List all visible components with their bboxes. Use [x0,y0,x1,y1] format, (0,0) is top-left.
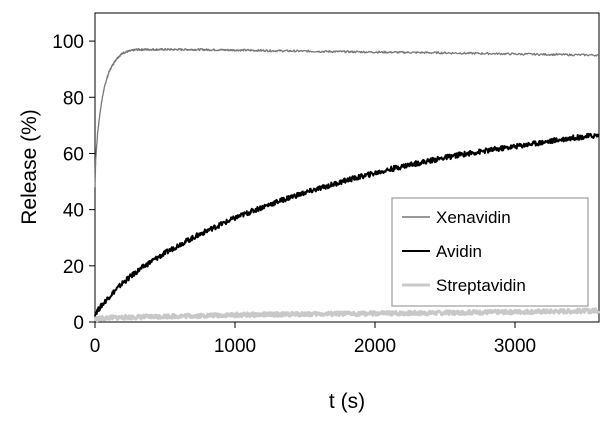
series-layer [93,47,600,323]
x-tick-label: 1000 [214,336,256,357]
y-tick-label: 100 [52,32,84,53]
x-axis: 0 1000 2000 3000 [90,322,536,357]
legend-label-avidin: Avidin [436,242,482,261]
legend-label-xenavidin: Xenavidin [436,208,511,227]
series-line-avidin [94,132,600,317]
y-tick-label: 0 [73,313,84,334]
y-tick-label: 40 [63,201,84,222]
x-tick-label: 0 [90,336,101,357]
y-tick-label: 80 [63,88,84,109]
x-axis-title: t (s) [329,390,365,413]
y-tick-label: 20 [63,257,84,278]
x-tick-label: 3000 [494,336,536,357]
legend-label-streptavidin: Streptavidin [436,276,526,295]
y-axis: 0 20 40 60 80 100 [52,32,95,334]
series-line-streptavidin [93,307,600,323]
y-tick-label: 60 [63,144,84,165]
series-line-xenavidin [94,47,600,188]
x-tick-label: 2000 [354,336,396,357]
legend: Xenavidin Avidin Streptavidin [391,197,589,307]
y-axis-title: Release (%) [18,109,41,225]
